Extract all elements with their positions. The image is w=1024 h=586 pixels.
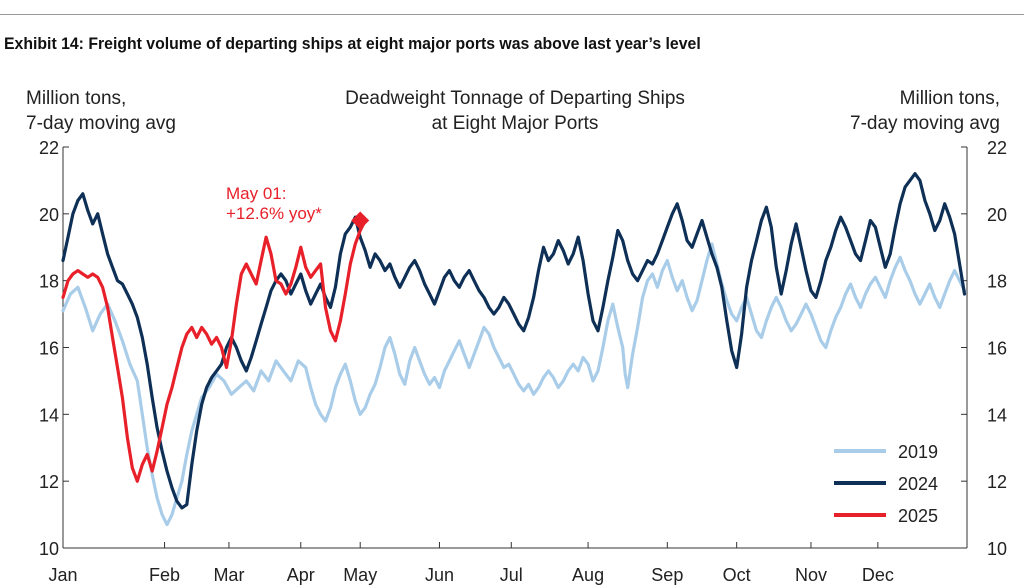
chart-title-line-1: Deadweight Tonnage of Departing Ships <box>345 88 685 109</box>
y-tick-label-right: 12 <box>987 472 1007 492</box>
x-tick-label: May <box>343 565 377 585</box>
y-tick-label-right: 10 <box>987 539 1007 559</box>
y-ticks: 10 10 12 12 14 14 16 16 18 18 20 20 22 22 <box>39 138 1007 559</box>
annotation-line-1: May 01: <box>226 184 286 203</box>
y-tick-label-left: 10 <box>39 539 59 559</box>
x-tick-label: Sep <box>651 565 683 585</box>
y-tick-label-left: 18 <box>39 272 59 292</box>
right-axis-label-line-2: 7-day moving avg <box>850 113 1000 134</box>
x-tick-label: Mar <box>213 565 244 585</box>
y-tick-label-right: 20 <box>987 205 1007 225</box>
x-ticks: Jan Feb Mar Apr May Jun Jul Aug Sep Oct Nov Dec <box>48 542 894 585</box>
left-axis-label-line-2: 7-day moving avg <box>26 113 176 134</box>
legend: 2019 2024 2025 <box>834 442 938 526</box>
exhibit-title: Exhibit 14: Freight volume of departing … <box>4 34 701 53</box>
legend-label-2024: 2024 <box>898 474 938 494</box>
x-tick-label: Jul <box>500 565 523 585</box>
y-tick-label-left: 12 <box>39 472 59 492</box>
x-tick-label: Apr <box>287 565 315 585</box>
y-tick-label-left: 16 <box>39 339 59 359</box>
left-axis-label-line-1: Million tons, <box>26 88 126 109</box>
series-lines <box>61 172 967 527</box>
chart-title-line-2: at Eight Major Ports <box>432 113 599 134</box>
y-tick-label-left: 22 <box>39 138 59 158</box>
x-tick-label: Aug <box>572 565 604 585</box>
annotation: May 01: +12.6% yoy* <box>226 184 370 230</box>
x-tick-label: Jan <box>48 565 77 585</box>
legend-label-2019: 2019 <box>898 442 938 462</box>
annotation-line-2: +12.6% yoy* <box>226 204 322 223</box>
y-tick-label-right: 16 <box>987 339 1007 359</box>
x-tick-label: Feb <box>149 565 180 585</box>
series-line-2025 <box>61 218 367 483</box>
x-tick-label: Jun <box>425 565 454 585</box>
right-axis-label-line-1: Million tons, <box>900 88 1000 109</box>
y-tick-label-left: 20 <box>39 205 59 225</box>
top-rule <box>0 14 1024 15</box>
legend-label-2025: 2025 <box>898 506 938 526</box>
y-tick-label-right: 18 <box>987 272 1007 292</box>
y-tick-label-right: 14 <box>987 405 1007 425</box>
annotation-marker <box>351 211 370 230</box>
x-tick-label: Nov <box>795 565 827 585</box>
y-tick-label-left: 14 <box>39 405 59 425</box>
series-line-2024 <box>61 172 967 510</box>
chart-axes <box>62 147 968 549</box>
y-tick-label-right: 22 <box>987 138 1007 158</box>
x-tick-label: Oct <box>723 565 751 585</box>
x-tick-label: Dec <box>862 565 894 585</box>
series-line-2019 <box>61 242 967 527</box>
